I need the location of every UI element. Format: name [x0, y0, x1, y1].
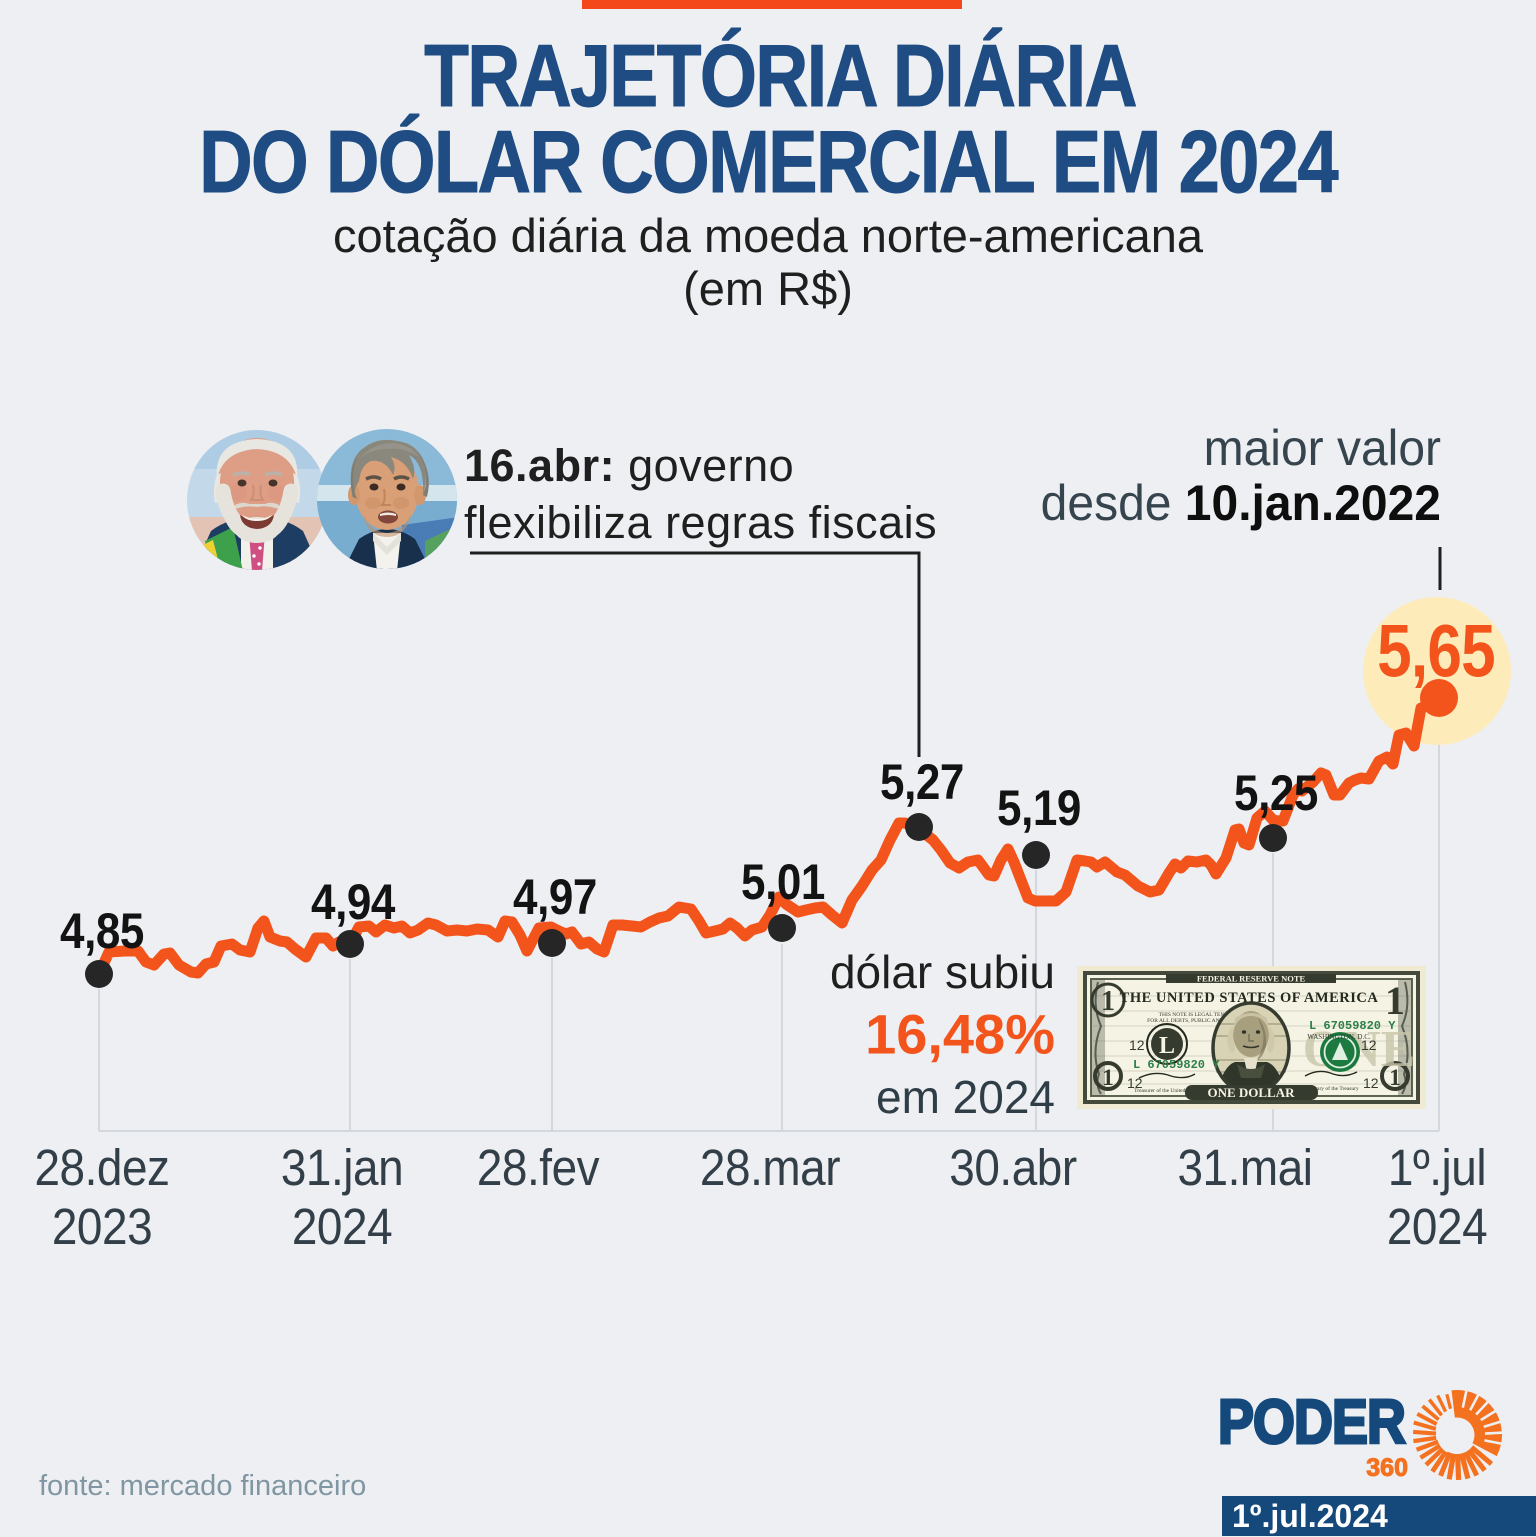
svg-text:Secretary of the Treasury: Secretary of the Treasury [1303, 1085, 1359, 1092]
svg-text:12: 12 [1129, 1037, 1145, 1053]
svg-text:WASHINGTON, D.C.: WASHINGTON, D.C. [1307, 1033, 1371, 1041]
svg-text:L 67059820 Y: L 67059820 Y [1309, 1019, 1396, 1033]
svg-text:L: L [1159, 1033, 1175, 1059]
svg-text:12: 12 [1127, 1075, 1143, 1091]
svg-text:1: 1 [1101, 986, 1115, 1017]
svg-text:FOR ALL DEBTS, PUBLIC AND PRIV: FOR ALL DEBTS, PUBLIC AND PRIVATE [1147, 1018, 1247, 1024]
svg-text:THIS NOTE IS LEGAL TENDER: THIS NOTE IS LEGAL TENDER [1159, 1012, 1236, 1018]
svg-text:THE UNITED STATES OF AMERICA: THE UNITED STATES OF AMERICA [1120, 990, 1379, 1006]
svg-text:ONE DOLLAR: ONE DOLLAR [1207, 1085, 1295, 1100]
svg-text:Treasurer of the United States: Treasurer of the United States [1134, 1087, 1200, 1094]
svg-text:12: 12 [1361, 1037, 1377, 1053]
svg-text:L 67059820 Y: L 67059820 Y [1133, 1058, 1220, 1072]
svg-text:12: 12 [1363, 1075, 1379, 1091]
svg-text:1: 1 [1385, 978, 1405, 1023]
svg-text:FEDERAL RESERVE NOTE: FEDERAL RESERVE NOTE [1197, 974, 1306, 984]
svg-text:1: 1 [1389, 1065, 1401, 1090]
svg-text:1: 1 [1102, 1065, 1114, 1090]
